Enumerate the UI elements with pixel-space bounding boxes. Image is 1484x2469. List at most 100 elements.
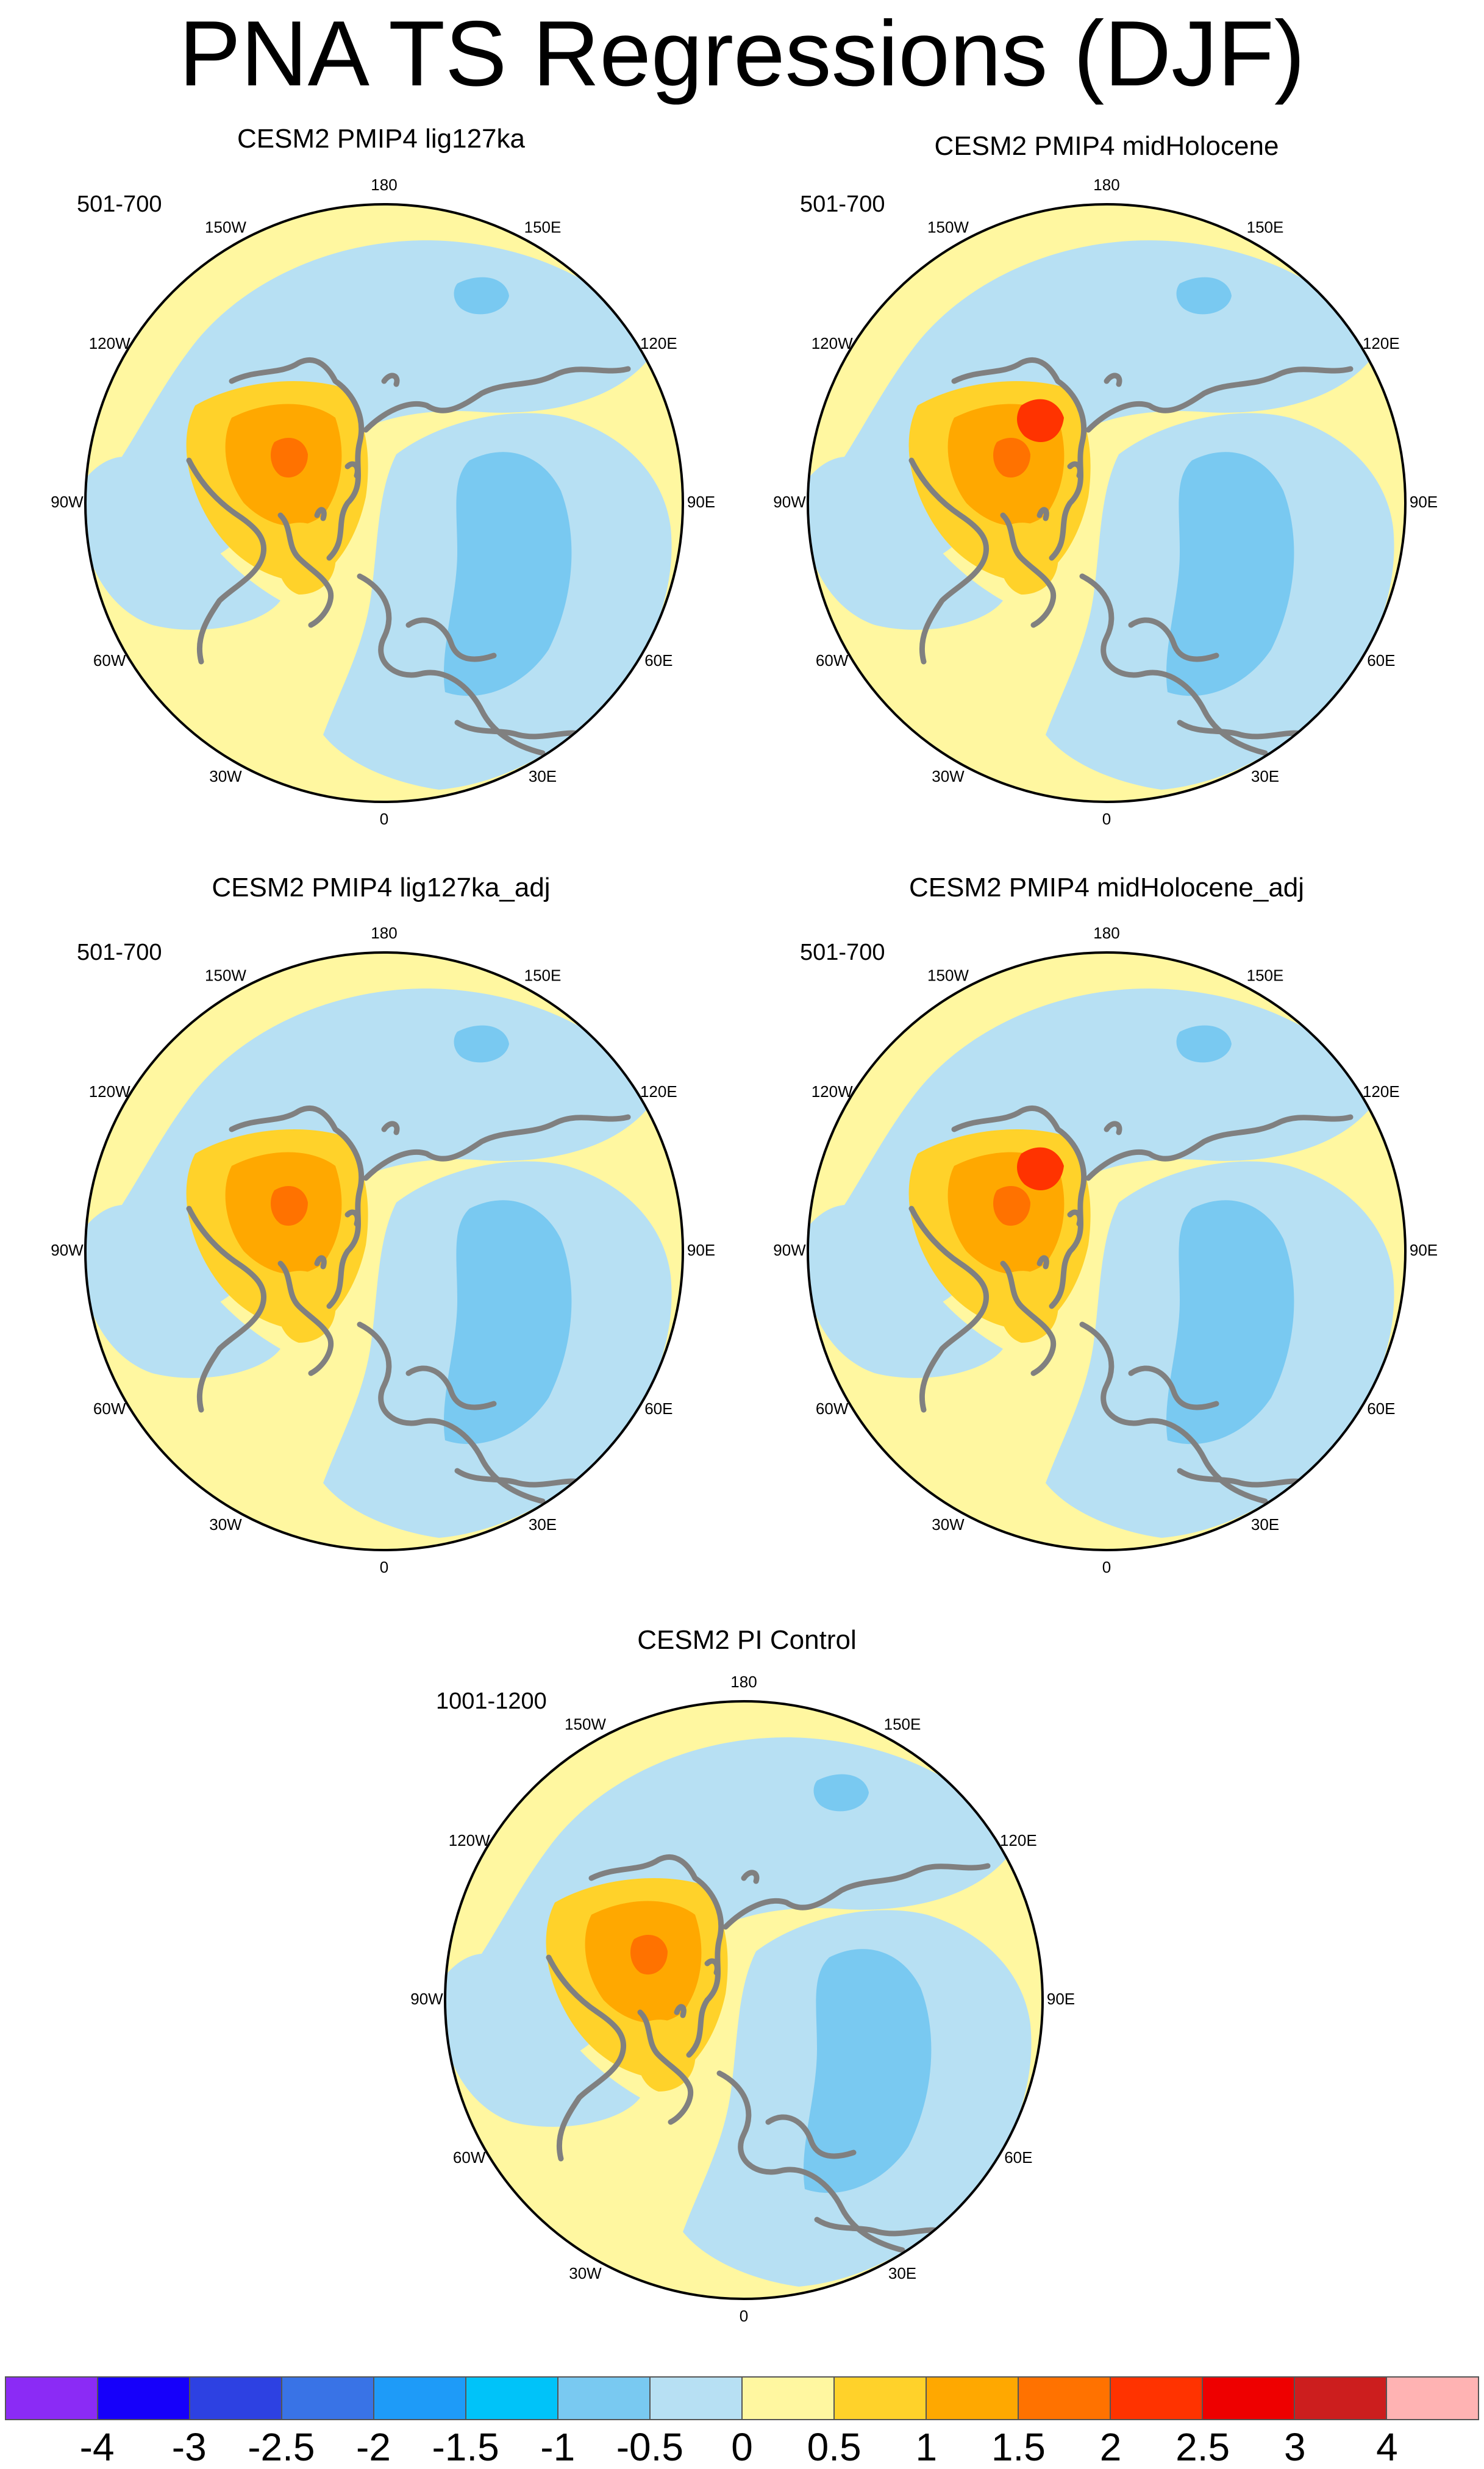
coastline xyxy=(277,1260,334,1376)
panel-2-title: CESM2 PMIP4 midHolocene xyxy=(934,131,1279,161)
colorbar-tick-label: -1 xyxy=(540,2425,576,2469)
longitude-label: 180 xyxy=(371,176,397,194)
longitude-label: 120W xyxy=(812,1082,853,1101)
western-north-america-cool-anomaly xyxy=(85,456,280,630)
colorbar-swatch xyxy=(1111,2378,1203,2419)
colorbar-tick-label: 3 xyxy=(1283,2425,1306,2469)
colorbar-swatch xyxy=(558,2378,651,2419)
colorbar-swatch xyxy=(374,2378,466,2419)
longitude-label: 0 xyxy=(1102,810,1111,828)
colorbar-swatch xyxy=(651,2378,743,2419)
coastline xyxy=(908,457,990,665)
central-pacific-stronger-cool-anomaly xyxy=(454,277,509,315)
coastline xyxy=(229,357,365,561)
colorbar-tick-label: 1 xyxy=(915,2425,938,2469)
map-field xyxy=(85,952,683,1550)
colorbar-tick-label: 4 xyxy=(1376,2425,1398,2469)
panel-4-map: 180 150E 120E 90E 60E 30E 0 30W 60W 90W 120W 150W xyxy=(773,924,1438,1576)
colorbar-tick-label: -1.5 xyxy=(432,2425,499,2469)
longitude-label: 150E xyxy=(524,218,562,237)
panel-4-period: 501-700 xyxy=(800,940,885,965)
central-pacific-stronger-cool-anomaly xyxy=(813,1774,869,1812)
longitude-label: 60W xyxy=(816,1399,849,1418)
coastline xyxy=(1000,1260,1057,1376)
coastline xyxy=(1104,373,1122,387)
map-field xyxy=(808,204,1405,802)
coastline xyxy=(454,720,588,740)
longitude-label: 30W xyxy=(569,2264,602,2282)
coastline xyxy=(381,1121,400,1135)
longitude-label: 150W xyxy=(927,218,969,237)
colorbar-tick-label: -2.5 xyxy=(248,2425,315,2469)
longitude-label: 120E xyxy=(1000,1831,1037,1849)
panel-1-period: 501-700 xyxy=(77,191,162,217)
longitude-label: 30W xyxy=(209,1515,242,1534)
map-field xyxy=(808,952,1405,1550)
colorbar-swatch xyxy=(835,2378,927,2419)
panel-1-map: 180 150E 120E 90E 60E 30E 0 30W 60W 90W 120W 150W xyxy=(51,176,715,828)
coastline xyxy=(1177,1468,1311,1488)
longitude-label: 90E xyxy=(1410,1241,1438,1259)
canada-warm-peak xyxy=(271,1185,308,1226)
longitude-label: 90E xyxy=(687,493,715,511)
coastline xyxy=(454,1468,588,1488)
longitude-label: 180 xyxy=(371,924,397,942)
colorbar-swatch xyxy=(927,2378,1019,2419)
map-frame xyxy=(807,203,1407,803)
longitude-label: 180 xyxy=(1093,924,1119,942)
longitude-label: 150W xyxy=(205,218,246,237)
coastline xyxy=(908,1206,990,1413)
coastline xyxy=(588,1854,724,2058)
colorbar-tick-label: 0.5 xyxy=(807,2425,862,2469)
central-pacific-stronger-cool-anomaly xyxy=(1176,1025,1232,1063)
coastline xyxy=(1085,1114,1354,1181)
map-frame xyxy=(444,1700,1044,2300)
longitude-label: 30W xyxy=(932,767,965,785)
longitude-label: 120E xyxy=(1363,1082,1400,1101)
longitude-label: 150W xyxy=(565,1715,606,1734)
panel-3-map: 180 150E 120E 90E 60E 30E 0 30W 60W 90W 120W 150W xyxy=(51,924,715,1576)
longitude-label: 90W xyxy=(410,1990,443,2008)
panel-5-title: CESM2 PI Control xyxy=(637,1625,857,1655)
colorbar-tick-label: 0 xyxy=(731,2425,753,2469)
panel-3-title: CESM2 PMIP4 lig127ka_adj xyxy=(212,873,551,902)
canada-warm-peak xyxy=(271,437,308,478)
coastline xyxy=(1036,507,1049,521)
colorbar xyxy=(5,2376,1479,2420)
colorbar-swatch xyxy=(1387,2378,1478,2419)
longitude-label: 30E xyxy=(529,767,557,785)
colorbar-tick-label: -2 xyxy=(356,2425,391,2469)
central-pacific-stronger-cool-anomaly xyxy=(454,1025,509,1063)
longitude-label: 150E xyxy=(1247,967,1284,985)
longitude-label: 60E xyxy=(1367,1399,1395,1418)
colorbar-swatch xyxy=(1295,2378,1387,2419)
coastline xyxy=(1085,366,1354,433)
coastline xyxy=(1128,617,1219,662)
longitude-label: 60W xyxy=(816,651,849,670)
coastline xyxy=(741,1870,760,1884)
colorbar-swatch xyxy=(282,2378,374,2419)
coastline xyxy=(405,1365,497,1410)
longitude-label: 90E xyxy=(1410,493,1438,511)
coastline xyxy=(951,357,1087,561)
coastline xyxy=(1104,1121,1122,1135)
coastline xyxy=(344,1209,360,1227)
coastline xyxy=(1177,720,1311,740)
longitude-label: 150E xyxy=(1247,218,1284,237)
figure-title: PNA TS Regressions (DJF) xyxy=(179,2,1305,105)
map-frame xyxy=(84,951,684,1551)
colorbar-swatch xyxy=(1203,2378,1295,2419)
coastline xyxy=(314,1255,327,1270)
longitude-label: 90W xyxy=(51,1241,84,1259)
longitude-label: 60W xyxy=(93,1399,126,1418)
longitude-label: 150E xyxy=(884,1715,921,1734)
longitude-label: 180 xyxy=(730,1673,757,1691)
canada-warm-peak xyxy=(630,1934,668,1975)
longitude-label: 0 xyxy=(1102,1558,1111,1576)
longitude-label: 120W xyxy=(812,334,853,352)
coastline xyxy=(546,1954,627,2162)
coastline xyxy=(186,1206,267,1413)
colorbar-swatch xyxy=(190,2378,282,2419)
longitude-label: 120E xyxy=(640,334,677,352)
longitude-label: 30E xyxy=(1251,767,1279,785)
